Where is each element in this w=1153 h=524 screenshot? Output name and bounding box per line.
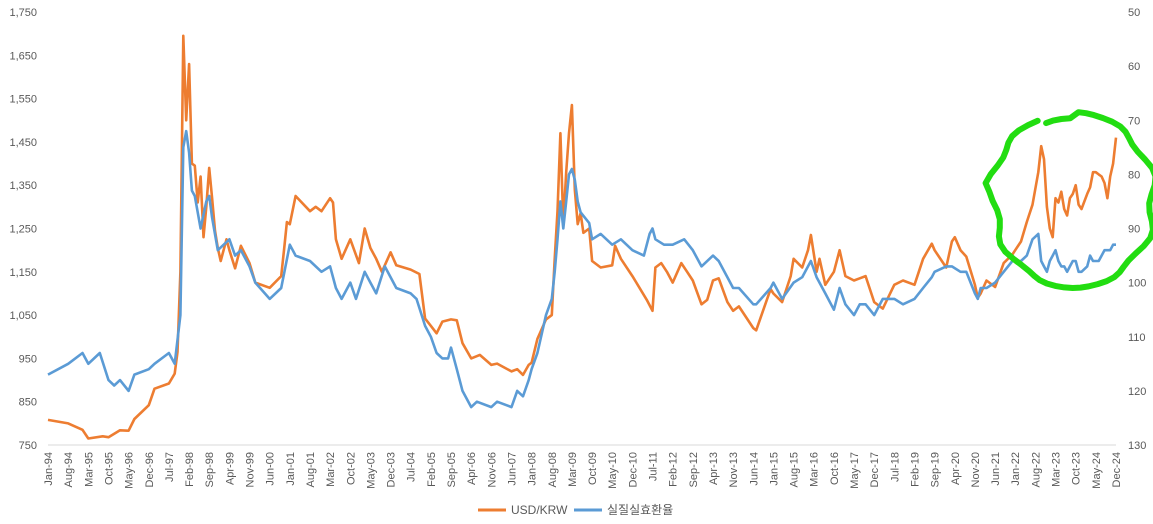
legend-usdkrw-label: USD/KRW bbox=[511, 503, 568, 517]
x-tick-label: Dec-24 bbox=[1111, 452, 1123, 487]
right-tick-label: 130 bbox=[1128, 440, 1146, 452]
series-layer bbox=[47, 34, 1118, 440]
reer-line bbox=[47, 129, 1116, 409]
left-tick-label: 1,450 bbox=[9, 137, 37, 149]
x-tick-label: Oct-02 bbox=[345, 452, 357, 485]
legend: USD/KRW 실질실효환율 bbox=[478, 503, 673, 517]
x-tick-label: Oct-23 bbox=[1071, 452, 1083, 485]
x-tick-label: Jun-07 bbox=[506, 452, 518, 486]
left-tick-label: 1,550 bbox=[9, 94, 37, 106]
x-tick-label: Oct-16 bbox=[829, 452, 841, 485]
left-tick-label: 1,750 bbox=[9, 7, 37, 19]
x-tick-label: Feb-19 bbox=[909, 452, 921, 487]
x-tick-label: Mar-23 bbox=[1051, 452, 1063, 487]
x-tick-label: Apr-06 bbox=[466, 452, 478, 485]
x-tick-label: Jan-01 bbox=[285, 452, 297, 486]
x-tick-label: Mar-09 bbox=[567, 452, 579, 487]
x-tick-label: Apr-99 bbox=[224, 452, 236, 485]
x-tick-label: Nov-20 bbox=[970, 452, 982, 487]
x-tick-label: Mar-95 bbox=[83, 452, 95, 487]
x-tick-label: Jan-08 bbox=[527, 452, 539, 486]
annotation-circle bbox=[982, 109, 1153, 291]
left-tick-label: 750 bbox=[19, 440, 37, 452]
x-tick-label: Aug-22 bbox=[1030, 452, 1042, 487]
x-tick-label: Mar-02 bbox=[325, 452, 337, 487]
x-tick-label: Sep-98 bbox=[204, 452, 216, 487]
x-tick-label: Jan-15 bbox=[768, 452, 780, 486]
right-tick-label: 50 bbox=[1128, 7, 1140, 19]
x-tick-label: May-03 bbox=[365, 452, 377, 489]
x-tick-label: Sep-12 bbox=[688, 452, 700, 487]
x-tick-label: Aug-01 bbox=[305, 452, 317, 487]
x-tick-label: Jan-22 bbox=[1010, 452, 1022, 486]
x-tick-label: Feb-12 bbox=[668, 452, 680, 487]
x-tick-label: May-10 bbox=[607, 452, 619, 489]
x-tick-label: Sep-19 bbox=[930, 452, 942, 487]
x-tick-label: Dec-17 bbox=[869, 452, 881, 487]
x-tick-label: Aug-08 bbox=[547, 452, 559, 487]
right-tick-label: 80 bbox=[1128, 169, 1140, 181]
left-tick-label: 950 bbox=[19, 353, 37, 365]
x-tick-label: May-17 bbox=[849, 452, 861, 489]
x-tick-label: Feb-05 bbox=[426, 452, 438, 487]
x-tick-label: Feb-98 bbox=[184, 452, 196, 487]
x-tick-label: May-96 bbox=[124, 452, 136, 489]
usdkrw-line bbox=[47, 34, 1118, 440]
x-tick-label: May-24 bbox=[1091, 452, 1103, 489]
x-axis: Jan-94 Aug-94 Mar-95 Oct-95 May-96 Dec-96 Jul-… bbox=[43, 452, 1123, 489]
left-tick-label: 1,250 bbox=[9, 224, 37, 236]
x-tick-label: Dec-96 bbox=[144, 452, 156, 487]
x-tick-label: Apr-20 bbox=[950, 452, 962, 485]
x-tick-label: Nov-99 bbox=[245, 452, 257, 487]
x-tick-label: Jun-14 bbox=[748, 452, 760, 486]
right-y-axis: 50 60 70 80 90 100 110 120 130 bbox=[1128, 7, 1146, 452]
x-tick-label: Jun-21 bbox=[990, 452, 1002, 486]
x-tick-label: Jul-97 bbox=[164, 452, 176, 482]
x-tick-label: Dec-10 bbox=[627, 452, 639, 487]
x-tick-label: Apr-13 bbox=[708, 452, 720, 485]
x-tick-label: Jul-11 bbox=[648, 452, 660, 481]
left-tick-label: 850 bbox=[19, 397, 37, 409]
left-tick-label: 1,150 bbox=[9, 267, 37, 279]
left-tick-label: 1,050 bbox=[9, 310, 37, 322]
x-tick-label: Jul-04 bbox=[406, 452, 418, 482]
x-tick-label: Jun-00 bbox=[265, 452, 277, 486]
x-tick-label: Aug-15 bbox=[789, 452, 801, 487]
right-tick-label: 120 bbox=[1128, 386, 1146, 398]
right-tick-label: 90 bbox=[1128, 224, 1140, 236]
x-tick-label: Sep-05 bbox=[446, 452, 458, 487]
x-tick-label: Aug-94 bbox=[63, 452, 75, 487]
left-tick-label: 1,350 bbox=[9, 180, 37, 192]
right-tick-label: 110 bbox=[1128, 332, 1146, 344]
x-tick-label: Jul-18 bbox=[889, 452, 901, 482]
x-tick-label: Oct-09 bbox=[587, 452, 599, 485]
right-tick-label: 100 bbox=[1128, 278, 1146, 290]
left-tick-label: 1,650 bbox=[9, 50, 37, 62]
x-tick-label: Nov-13 bbox=[728, 452, 740, 487]
right-tick-label: 70 bbox=[1128, 115, 1140, 127]
x-tick-label: Dec-03 bbox=[386, 452, 398, 487]
x-tick-label: Mar-16 bbox=[809, 452, 821, 487]
x-tick-label: Nov-06 bbox=[486, 452, 498, 487]
legend-reer-label: 실질실효환율 bbox=[607, 503, 673, 517]
x-tick-label: Oct-95 bbox=[103, 452, 115, 485]
left-y-axis: 750 850 950 1,050 1,150 1,250 1,350 1,450 1,550 1… bbox=[9, 7, 37, 452]
x-tick-label: Jan-94 bbox=[43, 452, 55, 486]
right-tick-label: 60 bbox=[1128, 61, 1140, 73]
